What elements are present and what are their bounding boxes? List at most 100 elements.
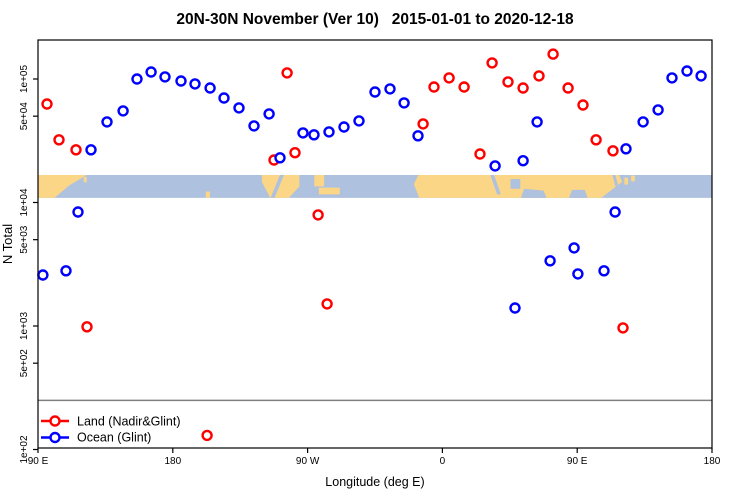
data-point [598, 265, 610, 277]
axes: 90 E 180 90 W 0 90 E 180 1e+05 5e+04 1e+04 5e+03 1… [19, 39, 721, 467]
asia-west [38, 175, 87, 198]
y-tick-label: 5e+04 [19, 102, 30, 131]
data-point [189, 78, 201, 90]
data-point [37, 269, 49, 281]
data-point [175, 75, 187, 87]
data-point [369, 86, 381, 98]
data-point [72, 206, 84, 218]
data-point [458, 81, 470, 93]
data-point [607, 145, 619, 157]
data-points [37, 48, 707, 442]
data-point [85, 144, 97, 156]
data-point [443, 72, 455, 84]
data-point [502, 76, 514, 88]
data-point [321, 298, 333, 310]
data-point [131, 73, 143, 85]
arabian-sea [521, 188, 547, 198]
data-point [204, 82, 216, 94]
x-tick-label: 0 [440, 456, 446, 467]
legend-key-marker [49, 415, 61, 427]
data-point [568, 242, 580, 254]
data-point [486, 57, 498, 69]
x-tick-label: 90 W [296, 456, 320, 467]
y-tick-label: 1e+03 [19, 312, 30, 341]
data-point [652, 104, 664, 116]
legend-key-marker [49, 431, 61, 444]
data-point [274, 152, 286, 164]
data-point [384, 83, 396, 95]
data-point [70, 144, 82, 156]
legend-symbols [41, 415, 69, 444]
data-point [263, 108, 275, 120]
data-point [637, 116, 649, 128]
x-axis-label: Longitude (deg E) [325, 475, 425, 489]
y-tick-label: 1e+02 [19, 435, 30, 464]
taiwan-speck [83, 176, 87, 183]
x-tick-label: 90 E [28, 456, 49, 467]
data-point [81, 321, 93, 333]
y-tick-label: 1e+04 [19, 188, 30, 217]
data-point [489, 160, 501, 172]
x-tick-label: 180 [164, 456, 181, 467]
kyushu-speck [631, 175, 635, 182]
legend: Land (Nadir&Glint) Ocean (Glint) [41, 415, 181, 445]
data-point [474, 148, 486, 160]
data-point [41, 98, 53, 110]
data-point [145, 66, 157, 78]
data-point [428, 81, 440, 93]
data-point [353, 115, 365, 127]
data-point [201, 429, 213, 442]
gulf-of-california [270, 175, 284, 198]
y-tick-label: 1e+05 [19, 65, 30, 94]
data-point [281, 67, 293, 79]
data-point [609, 206, 621, 218]
mexico [261, 175, 300, 198]
series-land [41, 48, 629, 442]
data-point [533, 70, 545, 82]
persian-gulf [510, 179, 521, 189]
series-ocean [37, 65, 707, 314]
plot-border [37, 39, 713, 449]
data-point [338, 121, 350, 133]
data-point [517, 154, 529, 167]
data-point [547, 48, 559, 60]
data-point [562, 82, 574, 94]
data-point [531, 116, 543, 128]
legend-label-ocean: Ocean (Glint) [77, 431, 151, 445]
data-point [398, 97, 410, 109]
data-point [577, 99, 589, 111]
data-point [312, 209, 324, 221]
data-point [590, 134, 602, 146]
ryukyu-islands [624, 177, 629, 185]
y-axis-label: N Total [0, 224, 15, 264]
data-point [117, 105, 129, 117]
legend-label-land: Land (Nadir&Glint) [77, 415, 181, 429]
data-point [101, 116, 113, 128]
data-point [681, 65, 693, 77]
x-tick-label: 90 E [567, 456, 588, 467]
x-tick-label: 180 [704, 456, 721, 467]
chart-title: 20N-30N November (Ver 10) 2015-01-01 to … [176, 11, 574, 28]
red-sea [490, 175, 501, 195]
data-point [297, 127, 309, 139]
data-point [517, 82, 529, 94]
data-point [412, 130, 424, 142]
data-point [308, 129, 320, 141]
data-point [509, 302, 521, 314]
y-tick-label: 5e+02 [19, 349, 30, 378]
map-band-strip [38, 174, 712, 198]
data-point [53, 134, 65, 146]
florida [314, 175, 325, 187]
data-point [60, 265, 72, 277]
data-point [417, 118, 429, 130]
data-point [323, 126, 335, 138]
data-point [695, 70, 707, 82]
data-point [544, 255, 556, 267]
bay-of-bengal [569, 189, 588, 198]
taiwan-strait [612, 175, 619, 187]
data-point [620, 143, 632, 155]
data-point [289, 146, 301, 159]
data-point [248, 120, 260, 132]
